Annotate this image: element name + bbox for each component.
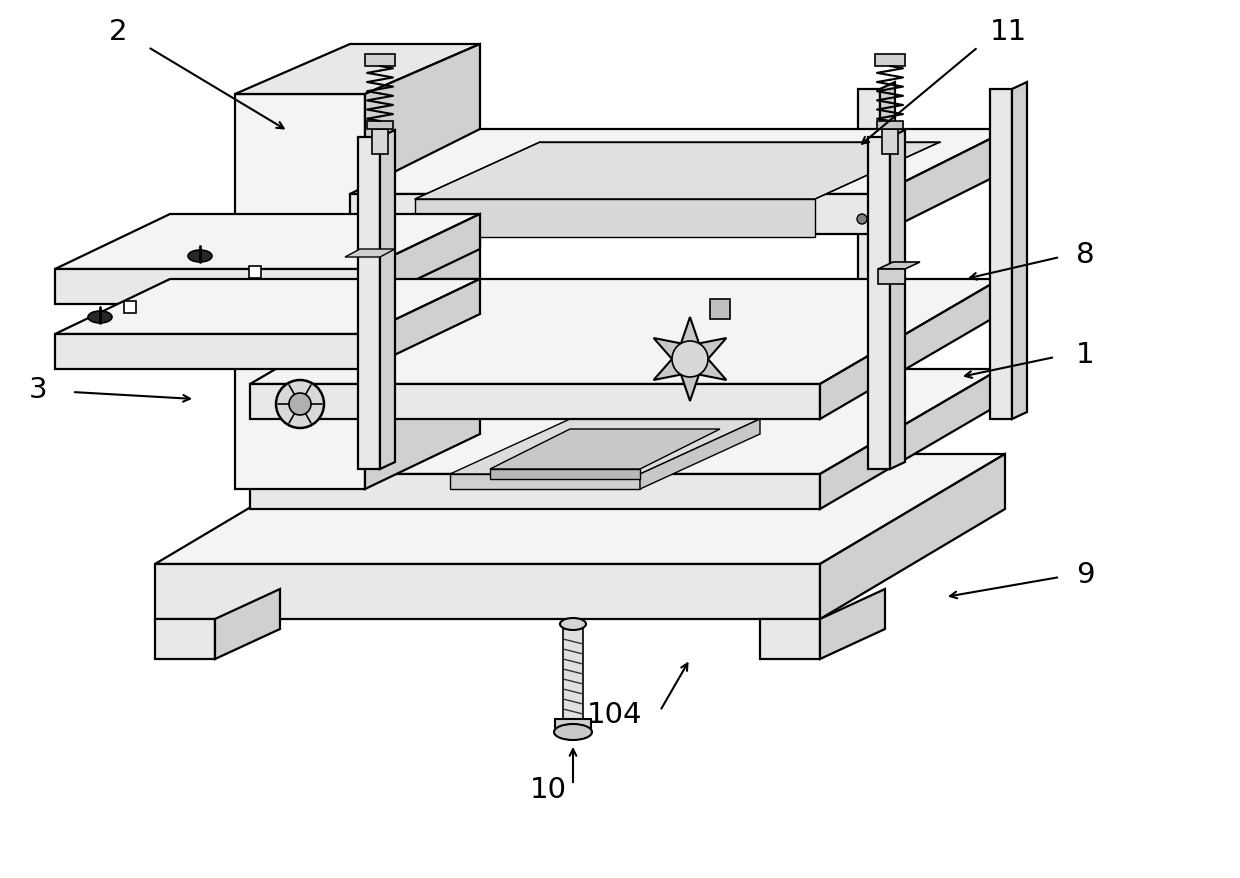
Circle shape xyxy=(857,215,867,225)
Polygon shape xyxy=(990,90,1012,420)
Text: 1: 1 xyxy=(1075,341,1095,369)
Polygon shape xyxy=(367,122,393,130)
Polygon shape xyxy=(55,215,480,270)
Polygon shape xyxy=(878,263,920,270)
Polygon shape xyxy=(379,131,396,470)
Text: 11: 11 xyxy=(990,18,1027,46)
Text: 104: 104 xyxy=(588,700,642,728)
Polygon shape xyxy=(345,249,396,258)
Polygon shape xyxy=(365,45,480,489)
Polygon shape xyxy=(155,619,215,659)
Polygon shape xyxy=(250,370,999,474)
Polygon shape xyxy=(858,90,880,290)
Polygon shape xyxy=(358,138,379,470)
Polygon shape xyxy=(890,131,905,470)
Polygon shape xyxy=(236,45,480,95)
Polygon shape xyxy=(250,474,820,509)
Text: 9: 9 xyxy=(1076,560,1094,588)
Polygon shape xyxy=(55,270,365,305)
FancyBboxPatch shape xyxy=(124,302,136,313)
Polygon shape xyxy=(875,55,905,67)
Polygon shape xyxy=(653,318,727,401)
Polygon shape xyxy=(880,130,1011,234)
Polygon shape xyxy=(820,589,885,659)
Polygon shape xyxy=(415,143,940,200)
Text: 3: 3 xyxy=(29,376,47,404)
Polygon shape xyxy=(55,335,365,370)
Ellipse shape xyxy=(88,312,112,324)
Polygon shape xyxy=(365,280,480,370)
Circle shape xyxy=(277,380,324,428)
Polygon shape xyxy=(365,55,396,67)
Polygon shape xyxy=(350,195,880,234)
Polygon shape xyxy=(878,270,905,284)
Polygon shape xyxy=(450,474,640,489)
Polygon shape xyxy=(563,624,583,724)
Polygon shape xyxy=(711,299,730,320)
Polygon shape xyxy=(350,130,1011,195)
Ellipse shape xyxy=(188,251,212,263)
Polygon shape xyxy=(415,200,815,238)
Text: 10: 10 xyxy=(529,775,567,803)
Polygon shape xyxy=(1012,83,1027,420)
Polygon shape xyxy=(490,429,720,470)
Polygon shape xyxy=(640,420,760,489)
Polygon shape xyxy=(490,470,640,479)
Circle shape xyxy=(672,342,708,378)
Polygon shape xyxy=(215,589,280,659)
Polygon shape xyxy=(250,280,999,385)
Text: 2: 2 xyxy=(109,18,128,46)
Polygon shape xyxy=(236,95,365,489)
Polygon shape xyxy=(155,455,1004,565)
Polygon shape xyxy=(880,83,895,290)
Polygon shape xyxy=(760,619,820,659)
Polygon shape xyxy=(155,565,820,619)
Ellipse shape xyxy=(554,724,591,740)
Polygon shape xyxy=(820,280,999,420)
Polygon shape xyxy=(250,385,820,420)
Polygon shape xyxy=(877,122,903,130)
FancyBboxPatch shape xyxy=(249,267,260,278)
Polygon shape xyxy=(556,719,591,732)
Polygon shape xyxy=(55,280,480,335)
Polygon shape xyxy=(450,420,760,474)
Ellipse shape xyxy=(560,618,587,630)
Polygon shape xyxy=(820,455,1004,619)
Polygon shape xyxy=(372,130,388,155)
Polygon shape xyxy=(882,130,898,155)
Circle shape xyxy=(289,393,311,415)
Polygon shape xyxy=(820,370,999,509)
Polygon shape xyxy=(868,138,890,470)
Text: 8: 8 xyxy=(1075,241,1095,269)
Polygon shape xyxy=(365,215,480,305)
